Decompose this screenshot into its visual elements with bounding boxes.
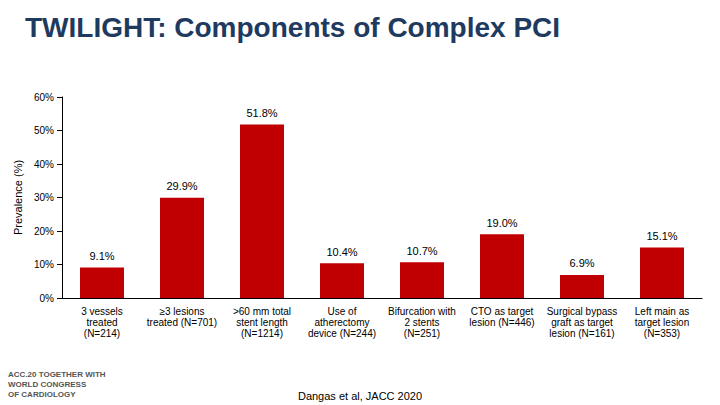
svg-text:10%: 10% — [34, 259, 54, 270]
svg-text:15.1%: 15.1% — [646, 230, 677, 242]
svg-text:stent length: stent length — [236, 317, 288, 328]
svg-text:CTO as target: CTO as target — [471, 306, 534, 317]
svg-text:WORLD CONGRESS: WORLD CONGRESS — [8, 380, 87, 389]
svg-text:51.8%: 51.8% — [246, 107, 277, 119]
svg-text:ACC.20 TOGETHER WITH: ACC.20 TOGETHER WITH — [8, 370, 106, 379]
svg-text:0%: 0% — [40, 293, 55, 304]
svg-text:10.7%: 10.7% — [406, 245, 437, 257]
svg-text:9.1%: 9.1% — [89, 250, 114, 262]
svg-text:device (N=244): device (N=244) — [308, 328, 376, 339]
svg-text:Surgical bypass: Surgical bypass — [547, 306, 618, 317]
svg-text:≥3 lesions: ≥3 lesions — [160, 306, 205, 317]
svg-text:Use of: Use of — [328, 306, 357, 317]
svg-text:>60 mm total: >60 mm total — [233, 306, 291, 317]
svg-text:Bifurcation with: Bifurcation with — [388, 306, 456, 317]
svg-text:3 vessels: 3 vessels — [81, 306, 123, 317]
svg-text:Left main as: Left main as — [635, 306, 689, 317]
svg-text:lesion (N=446): lesion (N=446) — [469, 317, 534, 328]
svg-text:Prevalence (%): Prevalence (%) — [12, 160, 24, 235]
svg-text:(N=214): (N=214) — [84, 328, 120, 339]
svg-text:(N=1214): (N=1214) — [241, 328, 283, 339]
svg-text:60%: 60% — [34, 92, 54, 103]
svg-text:20%: 20% — [34, 226, 54, 237]
svg-text:treated (N=701): treated (N=701) — [147, 317, 217, 328]
svg-text:6.9%: 6.9% — [569, 257, 594, 269]
svg-text:(N=353): (N=353) — [644, 328, 680, 339]
svg-text:10.4%: 10.4% — [326, 246, 357, 258]
svg-text:treated: treated — [86, 317, 117, 328]
svg-text:atherectomy: atherectomy — [314, 317, 369, 328]
svg-text:40%: 40% — [34, 159, 54, 170]
svg-text:target lesion: target lesion — [635, 317, 689, 328]
svg-text:(N=251): (N=251) — [404, 328, 440, 339]
svg-text:30%: 30% — [34, 192, 54, 203]
svg-text:graft as target: graft as target — [551, 317, 613, 328]
svg-text:19.0%: 19.0% — [486, 217, 517, 229]
svg-text:lesion (N=161): lesion (N=161) — [549, 328, 614, 339]
svg-text:Dangas et al, JACC 2020: Dangas et al, JACC 2020 — [298, 390, 422, 402]
svg-text:29.9%: 29.9% — [166, 180, 197, 192]
svg-text:50%: 50% — [34, 125, 54, 136]
svg-text:TWILIGHT: Components of Comple: TWILIGHT: Components of Complex PCI — [25, 12, 560, 43]
svg-text:2 stents: 2 stents — [404, 317, 439, 328]
svg-text:OF CARDIOLOGY: OF CARDIOLOGY — [8, 390, 76, 399]
